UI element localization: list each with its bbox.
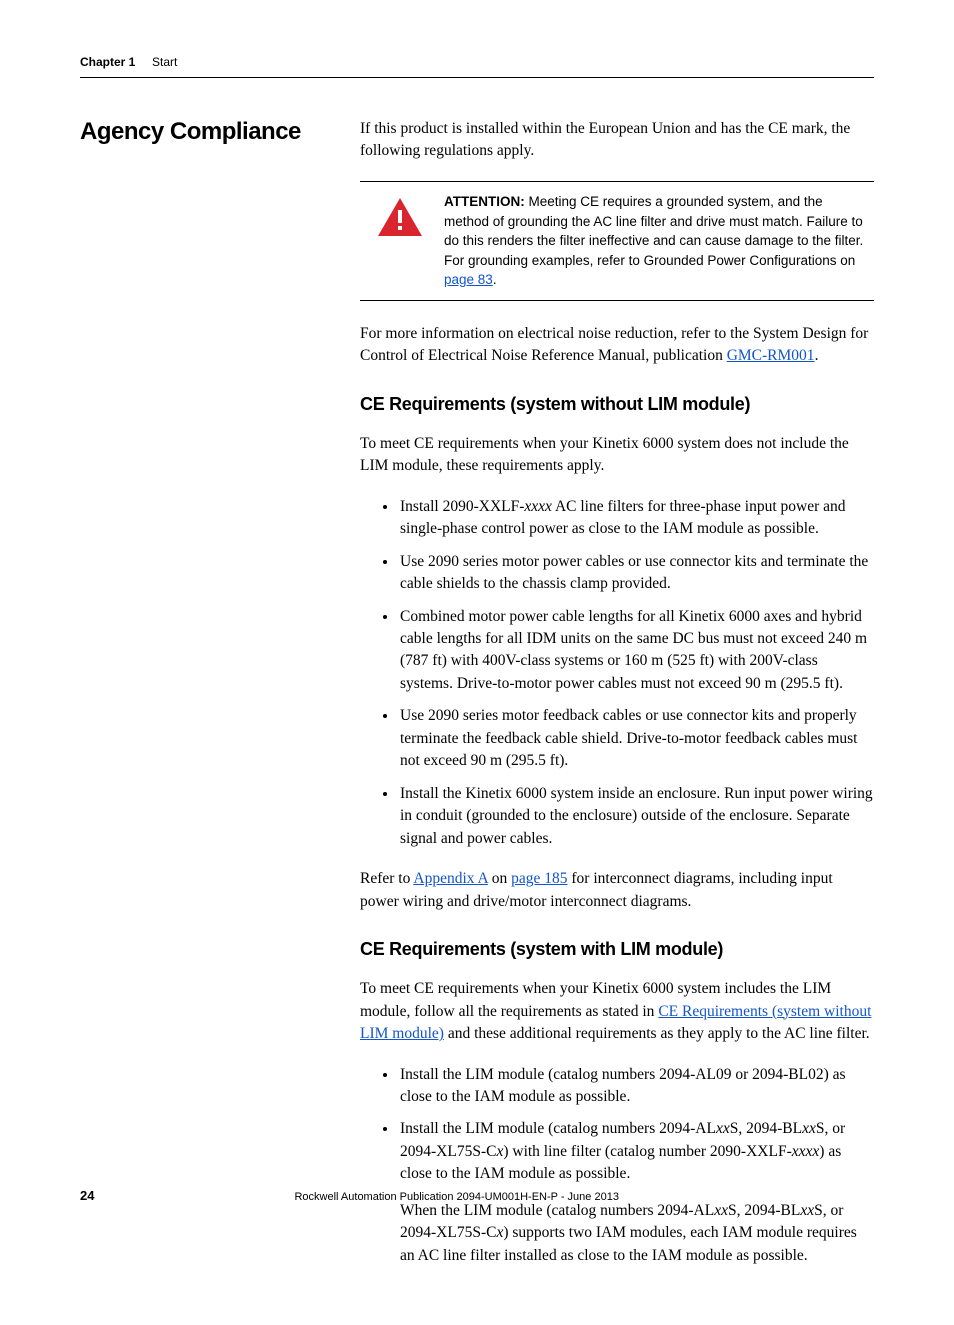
list-item: Install 2090-XXLF-xxxx AC line filters f… bbox=[398, 496, 874, 541]
bullet-text-italic: xxxx bbox=[524, 498, 552, 515]
sub1-refer: Refer to Appendix A on page 185 for inte… bbox=[360, 868, 874, 913]
gmc-rm001-link[interactable]: GMC-RM001 bbox=[727, 347, 815, 364]
page-number: 24 bbox=[80, 1188, 94, 1203]
content-columns: Agency Compliance If this product is ins… bbox=[80, 118, 874, 1285]
chapter-title: Start bbox=[152, 55, 177, 69]
bullet-text-italic: xx bbox=[802, 1120, 816, 1137]
bullet-text: ) with line filter (catalog number 2090-… bbox=[503, 1143, 791, 1160]
sub2-intro-text: and these additional requirements as the… bbox=[444, 1025, 870, 1042]
list-item: Combined motor power cable lengths for a… bbox=[398, 606, 874, 696]
refer-text: Refer to bbox=[360, 870, 413, 887]
intro-paragraph: If this product is installed within the … bbox=[360, 118, 874, 163]
bullet-text-italic: xx bbox=[716, 1120, 730, 1137]
bullet-text: S, 2094-BL bbox=[730, 1120, 802, 1137]
section-title: Agency Compliance bbox=[80, 118, 330, 146]
left-column: Agency Compliance bbox=[80, 118, 330, 1285]
attention-callout: ATTENTION: Meeting CE requires a grounde… bbox=[360, 181, 874, 301]
list-item: Install the LIM module (catalog numbers … bbox=[398, 1064, 874, 1109]
publication-id: Rockwell Automation Publication 2094-UM0… bbox=[294, 1191, 618, 1203]
sub2-intro: To meet CE requirements when your Kineti… bbox=[360, 978, 874, 1045]
attention-icon bbox=[376, 192, 426, 290]
bullet-text-italic: xxxx bbox=[792, 1143, 820, 1160]
page: Chapter 1 Start Agency Compliance If thi… bbox=[0, 0, 954, 1325]
subhead-without-lim: CE Requirements (system without LIM modu… bbox=[360, 394, 874, 415]
page-footer: 24 Rockwell Automation Publication 2094-… bbox=[80, 1188, 874, 1203]
list-item: Use 2090 series motor power cables or us… bbox=[398, 551, 874, 596]
sub1-bullet-list: Install 2090-XXLF-xxxx AC line filters f… bbox=[360, 496, 874, 851]
bullet-text: Install 2090-XXLF- bbox=[400, 498, 524, 515]
bullet-followup: When the LIM module (catalog numbers 209… bbox=[400, 1200, 874, 1267]
bullet-text: Install the LIM module (catalog numbers … bbox=[400, 1120, 716, 1137]
sub2-bullet-list: Install the LIM module (catalog numbers … bbox=[360, 1064, 874, 1268]
page-185-link[interactable]: page 185 bbox=[511, 870, 567, 887]
more-info-paragraph: For more information on electrical noise… bbox=[360, 323, 874, 368]
attention-line2-suffix: . bbox=[493, 272, 497, 287]
bullet-text-italic: xx bbox=[714, 1202, 728, 1219]
chapter-label: Chapter 1 bbox=[80, 55, 135, 69]
attention-page-link[interactable]: page 83 bbox=[444, 272, 493, 287]
bullet-text: S, 2094-BL bbox=[728, 1202, 800, 1219]
appendix-a-link[interactable]: Appendix A bbox=[413, 870, 488, 887]
bullet-text: When the LIM module (catalog numbers 209… bbox=[400, 1202, 714, 1219]
attention-text: ATTENTION: Meeting CE requires a grounde… bbox=[444, 192, 868, 290]
attention-label: ATTENTION: bbox=[444, 194, 525, 209]
list-item: Use 2090 series motor feedback cables or… bbox=[398, 705, 874, 772]
running-header: Chapter 1 Start bbox=[80, 55, 874, 78]
sub1-intro: To meet CE requirements when your Kineti… bbox=[360, 433, 874, 478]
list-item: Install the Kinetix 6000 system inside a… bbox=[398, 783, 874, 850]
attention-line2-prefix: For grounding examples, refer to Grounde… bbox=[444, 253, 855, 268]
right-column: If this product is installed within the … bbox=[360, 118, 874, 1285]
refer-text: on bbox=[488, 870, 511, 887]
subhead-with-lim: CE Requirements (system with LIM module) bbox=[360, 939, 874, 960]
bullet-text-italic: xx bbox=[800, 1202, 814, 1219]
more-info-after: . bbox=[815, 347, 819, 364]
